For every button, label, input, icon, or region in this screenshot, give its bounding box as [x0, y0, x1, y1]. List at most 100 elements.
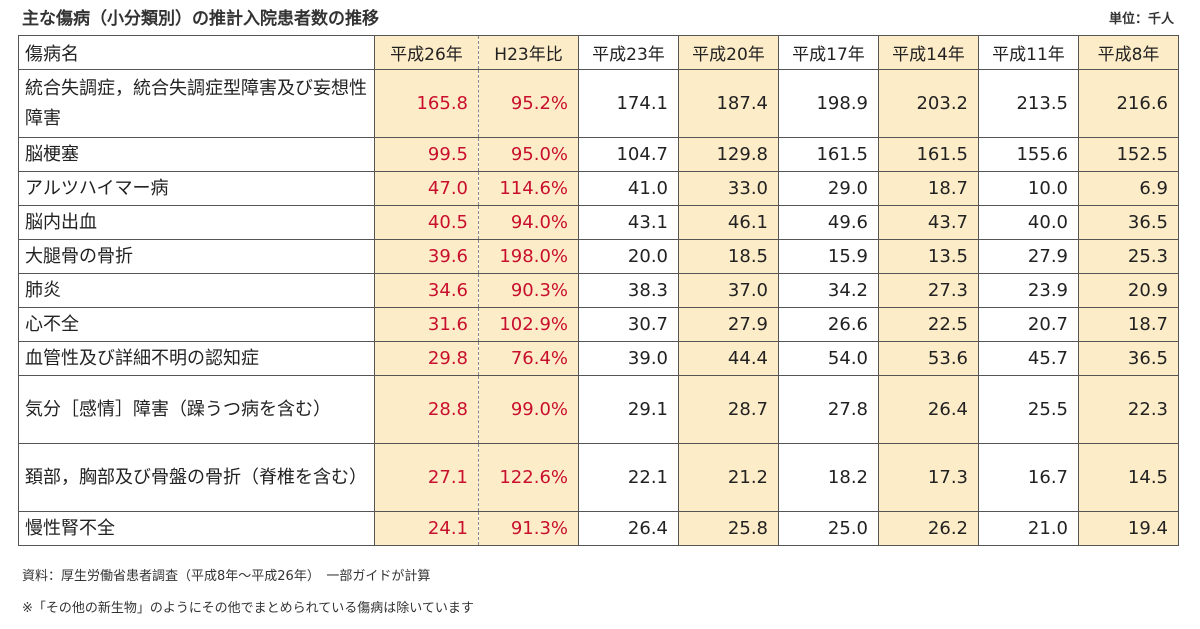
- cell-h11: 20.7: [978, 307, 1079, 342]
- cell-h26: 39.6: [374, 239, 479, 274]
- disease-name: 心不全: [18, 307, 375, 342]
- cell-h23-ratio: 99.0%: [478, 375, 579, 444]
- disease-name: 統合失調症，統合失調症型障害及び妄想性障害: [18, 69, 375, 138]
- cell-h14: 53.6: [878, 341, 979, 376]
- cell-h23: 20.0: [578, 239, 679, 274]
- cell-h26: 27.1: [374, 443, 479, 512]
- cell-h11: 16.7: [978, 443, 1079, 512]
- cell-h26: 24.1: [374, 511, 479, 546]
- cell-h8: 6.9: [1078, 171, 1179, 206]
- table-row: 血管性及び詳細不明の認知症 29.8 76.4% 39.0 44.4 54.0 …: [18, 341, 1179, 376]
- table-row: 慢性腎不全 24.1 91.3% 26.4 25.8 25.0 26.2 21.…: [18, 511, 1179, 546]
- table-row: 大腿骨の骨折 39.6 198.0% 20.0 18.5 15.9 13.5 2…: [18, 239, 1179, 274]
- cell-h17: 26.6: [778, 307, 879, 342]
- cell-h17: 25.0: [778, 511, 879, 546]
- cell-h8: 25.3: [1078, 239, 1179, 274]
- cell-h20: 129.8: [678, 137, 779, 172]
- cell-h23-ratio: 76.4%: [478, 341, 579, 376]
- cell-h26: 47.0: [374, 171, 479, 206]
- table-row: 脳梗塞 99.5 95.0% 104.7 129.8 161.5 161.5 1…: [18, 137, 1179, 172]
- footnote: ※「その他の新生物」のようにその他でまとめられている傷病は除いています: [22, 601, 474, 616]
- table-row: アルツハイマー病 47.0 114.6% 41.0 33.0 29.0 18.7…: [18, 171, 1179, 206]
- cell-h20: 21.2: [678, 443, 779, 512]
- cell-h8: 152.5: [1078, 137, 1179, 172]
- cell-h8: 36.5: [1078, 205, 1179, 240]
- cell-h11: 213.5: [978, 69, 1079, 138]
- cell-h26: 31.6: [374, 307, 479, 342]
- disease-name: 大腿骨の骨折: [18, 239, 375, 274]
- cell-h26: 99.5: [374, 137, 479, 172]
- page-title: 主な傷病（小分類別）の推計入院患者数の推移: [22, 9, 379, 29]
- disease-name: 慢性腎不全: [18, 511, 375, 546]
- cell-h17: 18.2: [778, 443, 879, 512]
- cell-h14: 26.4: [878, 375, 979, 444]
- cell-h23-ratio: 122.6%: [478, 443, 579, 512]
- column-header-h26: 平成26年: [374, 35, 479, 70]
- cell-h8: 19.4: [1078, 511, 1179, 546]
- cell-h23-ratio: 90.3%: [478, 273, 579, 308]
- cell-h11: 155.6: [978, 137, 1079, 172]
- table-row: 気分［感情］障害（躁うつ病を含む） 28.8 99.0% 29.1 28.7 2…: [18, 375, 1179, 444]
- cell-h23: 26.4: [578, 511, 679, 546]
- cell-h26: 28.8: [374, 375, 479, 444]
- cell-h20: 25.8: [678, 511, 779, 546]
- cell-h17: 15.9: [778, 239, 879, 274]
- cell-h14: 203.2: [878, 69, 979, 138]
- cell-h8: 216.6: [1078, 69, 1179, 138]
- cell-h23-ratio: 94.0%: [478, 205, 579, 240]
- cell-h23: 39.0: [578, 341, 679, 376]
- cell-h23-ratio: 114.6%: [478, 171, 579, 206]
- cell-h20: 46.1: [678, 205, 779, 240]
- cell-h23: 41.0: [578, 171, 679, 206]
- cell-h20: 27.9: [678, 307, 779, 342]
- data-table: 傷病名 平成26年 H23年比 平成23年 平成20年 平成17年 平成14年 …: [18, 35, 1179, 546]
- cell-h11: 25.5: [978, 375, 1079, 444]
- column-header-h23-ratio: H23年比: [478, 35, 579, 70]
- table-row: 統合失調症，統合失調症型障害及び妄想性障害 165.8 95.2% 174.1 …: [18, 69, 1179, 138]
- cell-h11: 21.0: [978, 511, 1079, 546]
- cell-h8: 22.3: [1078, 375, 1179, 444]
- cell-h11: 23.9: [978, 273, 1079, 308]
- source-note: 資料：厚生労働省患者調査（平成8年〜平成26年） 一部ガイドが計算: [22, 569, 431, 584]
- cell-h23: 43.1: [578, 205, 679, 240]
- cell-h14: 161.5: [878, 137, 979, 172]
- cell-h20: 187.4: [678, 69, 779, 138]
- cell-h14: 27.3: [878, 273, 979, 308]
- cell-h23-ratio: 91.3%: [478, 511, 579, 546]
- cell-h20: 37.0: [678, 273, 779, 308]
- cell-h20: 18.5: [678, 239, 779, 274]
- disease-name: 頚部，胸部及び骨盤の骨折（脊椎を含む）: [18, 443, 375, 512]
- cell-h14: 43.7: [878, 205, 979, 240]
- cell-h23: 174.1: [578, 69, 679, 138]
- column-header-h8: 平成8年: [1078, 35, 1179, 70]
- disease-name: アルツハイマー病: [18, 171, 375, 206]
- column-header-h14: 平成14年: [878, 35, 979, 70]
- cell-h14: 26.2: [878, 511, 979, 546]
- cell-h20: 44.4: [678, 341, 779, 376]
- cell-h17: 198.9: [778, 69, 879, 138]
- disease-name: 脳梗塞: [18, 137, 375, 172]
- cell-h17: 34.2: [778, 273, 879, 308]
- cell-h26: 165.8: [374, 69, 479, 138]
- cell-h23: 38.3: [578, 273, 679, 308]
- cell-h23: 30.7: [578, 307, 679, 342]
- cell-h17: 29.0: [778, 171, 879, 206]
- cell-h8: 20.9: [1078, 273, 1179, 308]
- cell-h23: 104.7: [578, 137, 679, 172]
- column-header-name: 傷病名: [18, 35, 375, 70]
- column-header-h17: 平成17年: [778, 35, 879, 70]
- cell-h8: 18.7: [1078, 307, 1179, 342]
- cell-h14: 13.5: [878, 239, 979, 274]
- cell-h20: 28.7: [678, 375, 779, 444]
- cell-h23-ratio: 95.2%: [478, 69, 579, 138]
- cell-h17: 161.5: [778, 137, 879, 172]
- cell-h11: 45.7: [978, 341, 1079, 376]
- cell-h14: 17.3: [878, 443, 979, 512]
- cell-h23: 22.1: [578, 443, 679, 512]
- cell-h8: 14.5: [1078, 443, 1179, 512]
- column-header-h11: 平成11年: [978, 35, 1079, 70]
- table-row: 肺炎 34.6 90.3% 38.3 37.0 34.2 27.3 23.9 2…: [18, 273, 1179, 308]
- cell-h17: 54.0: [778, 341, 879, 376]
- cell-h23: 29.1: [578, 375, 679, 444]
- cell-h11: 10.0: [978, 171, 1079, 206]
